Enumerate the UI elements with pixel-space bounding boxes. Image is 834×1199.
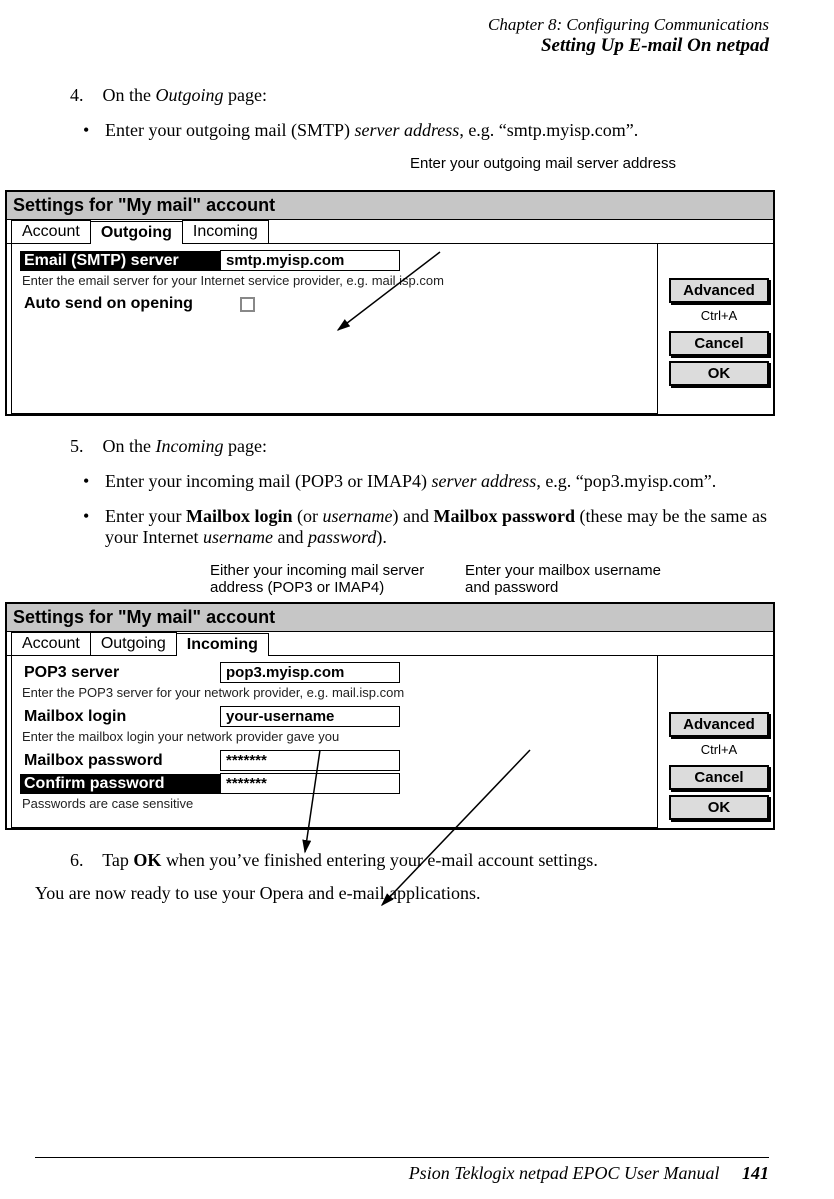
step-4: 4. On the Outgoing page: [70, 85, 769, 106]
mailbox-login-hint: Enter the mailbox login your network pro… [20, 729, 649, 744]
auto-send-label: Auto send on opening [20, 294, 240, 314]
text: Enter your incoming mail (POP3 or IMAP4) [105, 471, 431, 491]
step-6: 6. Tap OK when you’ve finished entering … [70, 850, 769, 871]
text: when you’ve finished entering your e-mai… [161, 850, 597, 870]
step-number: 4. [70, 85, 98, 106]
em-text: server address [431, 471, 536, 491]
page-name-em: Incoming [156, 436, 224, 456]
text: ). [376, 527, 387, 547]
section-name: Setting Up E-mail On netpad [35, 35, 769, 57]
pop3-server-label: POP3 server [20, 663, 220, 683]
page-number: 141 [742, 1163, 769, 1183]
smtp-server-label: Email (SMTP) server [20, 251, 220, 271]
page-footer: Psion Teklogix netpad EPOC User Manual 1… [35, 1157, 769, 1184]
callout-label: Enter your outgoing mail server address [410, 155, 676, 172]
advanced-shortcut: Ctrl+A [669, 308, 769, 323]
text: (or [293, 506, 323, 526]
smtp-server-input[interactable]: smtp.myisp.com [220, 250, 400, 271]
bullet-item: Enter your incoming mail (POP3 or IMAP4)… [105, 471, 769, 492]
text: page: [224, 85, 267, 105]
em-text: server address [354, 120, 459, 140]
book-title: Psion Teklogix netpad EPOC User Manual [409, 1163, 720, 1183]
smtp-server-hint: Enter the email server for your Internet… [20, 273, 649, 288]
pop3-server-hint: Enter the POP3 server for your network p… [20, 685, 649, 700]
dialog-title: Settings for "My mail" account [7, 192, 773, 220]
tab-outgoing[interactable]: Outgoing [90, 632, 177, 655]
step-text: Tap OK when you’ve finished entering you… [102, 850, 598, 870]
step-number: 5. [70, 436, 98, 457]
cancel-button[interactable]: Cancel [669, 331, 769, 356]
text: , e.g. “smtp.myisp.com”. [459, 120, 638, 140]
em-text: username [203, 527, 273, 547]
bold-text: Mailbox login [186, 506, 293, 526]
settings-dialog-outgoing: Settings for "My mail" account Account O… [5, 190, 775, 416]
mailbox-login-input[interactable]: your-username [220, 706, 400, 727]
step-text: On the Outgoing page: [103, 85, 268, 105]
mailbox-login-label: Mailbox login [20, 707, 220, 727]
chapter-header: Chapter 8: Configuring Communications Se… [35, 15, 769, 57]
text: , e.g. “pop3.myisp.com”. [536, 471, 716, 491]
chapter-name: Chapter 8: Configuring Communications [35, 15, 769, 35]
ok-button[interactable]: OK [669, 795, 769, 820]
text: On the [103, 85, 156, 105]
cancel-button[interactable]: Cancel [669, 765, 769, 790]
em-text: password [308, 527, 376, 547]
text: Enter your [105, 506, 186, 526]
dialog-title: Settings for "My mail" account [7, 604, 773, 632]
text: On the [103, 436, 156, 456]
closing-paragraph: You are now ready to use your Opera and … [35, 883, 769, 904]
bullet-item: Enter your Mailbox login (or username) a… [105, 506, 769, 548]
callout-label: Either your incoming mail server address… [210, 562, 440, 597]
confirm-password-input[interactable]: ******* [220, 773, 400, 794]
step-text: On the Incoming page: [103, 436, 267, 456]
confirm-password-label: Confirm password [20, 774, 220, 794]
step-number: 6. [70, 850, 98, 871]
mailbox-password-input[interactable]: ******* [220, 750, 400, 771]
text: Enter your outgoing mail (SMTP) [105, 120, 354, 140]
step-5: 5. On the Incoming page: [70, 436, 769, 457]
page-name-em: Outgoing [156, 85, 224, 105]
confirm-password-hint: Passwords are case sensitive [20, 796, 649, 811]
tab-incoming[interactable]: Incoming [176, 633, 269, 656]
tab-account[interactable]: Account [11, 632, 91, 655]
ok-button[interactable]: OK [669, 361, 769, 386]
mailbox-password-label: Mailbox password [20, 751, 220, 771]
bold-text: OK [133, 850, 161, 870]
text: page: [223, 436, 266, 456]
tab-account[interactable]: Account [11, 220, 91, 243]
em-text: username [323, 506, 393, 526]
auto-send-checkbox[interactable] [240, 297, 255, 312]
advanced-button[interactable]: Advanced [669, 278, 769, 303]
advanced-button[interactable]: Advanced [669, 712, 769, 737]
pop3-server-input[interactable]: pop3.myisp.com [220, 662, 400, 683]
bullet-item: Enter your outgoing mail (SMTP) server a… [105, 120, 769, 141]
text: Tap [102, 850, 133, 870]
text: and [273, 527, 308, 547]
bold-text: Mailbox password [433, 506, 575, 526]
tab-outgoing[interactable]: Outgoing [90, 221, 183, 244]
tab-incoming[interactable]: Incoming [182, 220, 269, 243]
text: ) and [393, 506, 434, 526]
advanced-shortcut: Ctrl+A [669, 742, 769, 757]
settings-dialog-incoming: Settings for "My mail" account Account O… [5, 602, 775, 830]
callout-label: Enter your mailbox username and password [465, 562, 665, 597]
